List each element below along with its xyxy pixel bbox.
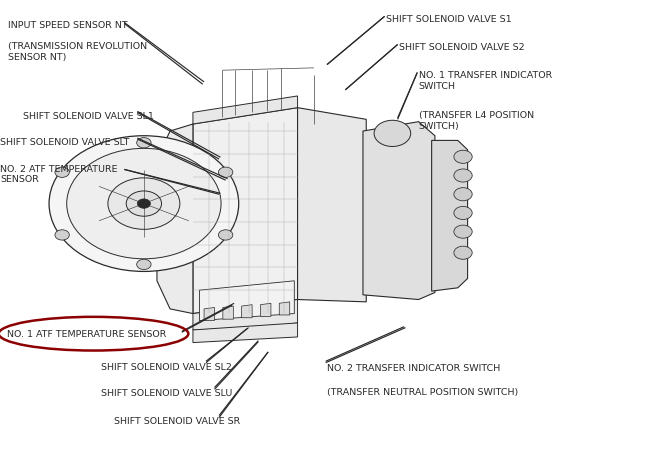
Polygon shape bbox=[193, 323, 298, 343]
Circle shape bbox=[126, 191, 162, 216]
Text: (TRANSMISSION REVOLUTION
SENSOR NT): (TRANSMISSION REVOLUTION SENSOR NT) bbox=[8, 42, 147, 61]
Polygon shape bbox=[242, 305, 252, 318]
Circle shape bbox=[218, 230, 233, 240]
Text: (TRANSFER NEUTRAL POSITION SWITCH): (TRANSFER NEUTRAL POSITION SWITCH) bbox=[327, 388, 518, 396]
Polygon shape bbox=[193, 300, 298, 330]
Circle shape bbox=[137, 138, 151, 148]
Polygon shape bbox=[157, 124, 193, 314]
Circle shape bbox=[55, 230, 69, 240]
Circle shape bbox=[55, 167, 69, 177]
Circle shape bbox=[454, 188, 472, 201]
Text: SHIFT SOLENOID VALVE SR: SHIFT SOLENOID VALVE SR bbox=[114, 417, 241, 426]
Circle shape bbox=[454, 150, 472, 163]
Polygon shape bbox=[223, 306, 233, 319]
Circle shape bbox=[108, 178, 180, 229]
Text: SHIFT SOLENOID VALVE SL1: SHIFT SOLENOID VALVE SL1 bbox=[23, 112, 154, 121]
Polygon shape bbox=[204, 307, 215, 321]
Polygon shape bbox=[199, 281, 294, 321]
Text: NO. 1 ATF TEMPERATURE SENSOR: NO. 1 ATF TEMPERATURE SENSOR bbox=[7, 330, 166, 339]
Text: (TRANSFER L4 POSITION
SWITCH): (TRANSFER L4 POSITION SWITCH) bbox=[419, 111, 534, 131]
Circle shape bbox=[454, 169, 472, 182]
Polygon shape bbox=[279, 302, 290, 315]
Polygon shape bbox=[298, 108, 366, 302]
Text: SHIFT SOLENOID VALVE S2: SHIFT SOLENOID VALVE S2 bbox=[399, 43, 525, 52]
Polygon shape bbox=[363, 122, 435, 300]
Circle shape bbox=[137, 259, 151, 270]
Text: INPUT SPEED SENSOR NT: INPUT SPEED SENSOR NT bbox=[8, 21, 128, 30]
Text: SHIFT SOLENOID VALVE SL2: SHIFT SOLENOID VALVE SL2 bbox=[101, 363, 232, 372]
Text: NO. 1 TRANSFER INDICATOR
SWITCH: NO. 1 TRANSFER INDICATOR SWITCH bbox=[419, 71, 552, 90]
Circle shape bbox=[137, 199, 150, 208]
Polygon shape bbox=[432, 140, 468, 291]
Circle shape bbox=[49, 136, 239, 271]
Text: NO. 2 ATF TEMPERATURE
SENSOR: NO. 2 ATF TEMPERATURE SENSOR bbox=[0, 165, 118, 184]
Text: SHIFT SOLENOID VALVE S1: SHIFT SOLENOID VALVE S1 bbox=[386, 15, 511, 24]
Text: SHIFT SOLENOID VALVE SLU: SHIFT SOLENOID VALVE SLU bbox=[101, 389, 233, 398]
Circle shape bbox=[454, 246, 472, 259]
Polygon shape bbox=[260, 303, 271, 316]
Text: SHIFT SOLENOID VALVE SLT: SHIFT SOLENOID VALVE SLT bbox=[0, 138, 129, 147]
Circle shape bbox=[454, 225, 472, 238]
Circle shape bbox=[218, 167, 233, 177]
Circle shape bbox=[454, 206, 472, 219]
Circle shape bbox=[374, 120, 411, 146]
Polygon shape bbox=[193, 96, 298, 124]
Polygon shape bbox=[193, 108, 298, 314]
Circle shape bbox=[67, 148, 221, 259]
Text: NO. 2 TRANSFER INDICATOR SWITCH: NO. 2 TRANSFER INDICATOR SWITCH bbox=[327, 364, 500, 373]
